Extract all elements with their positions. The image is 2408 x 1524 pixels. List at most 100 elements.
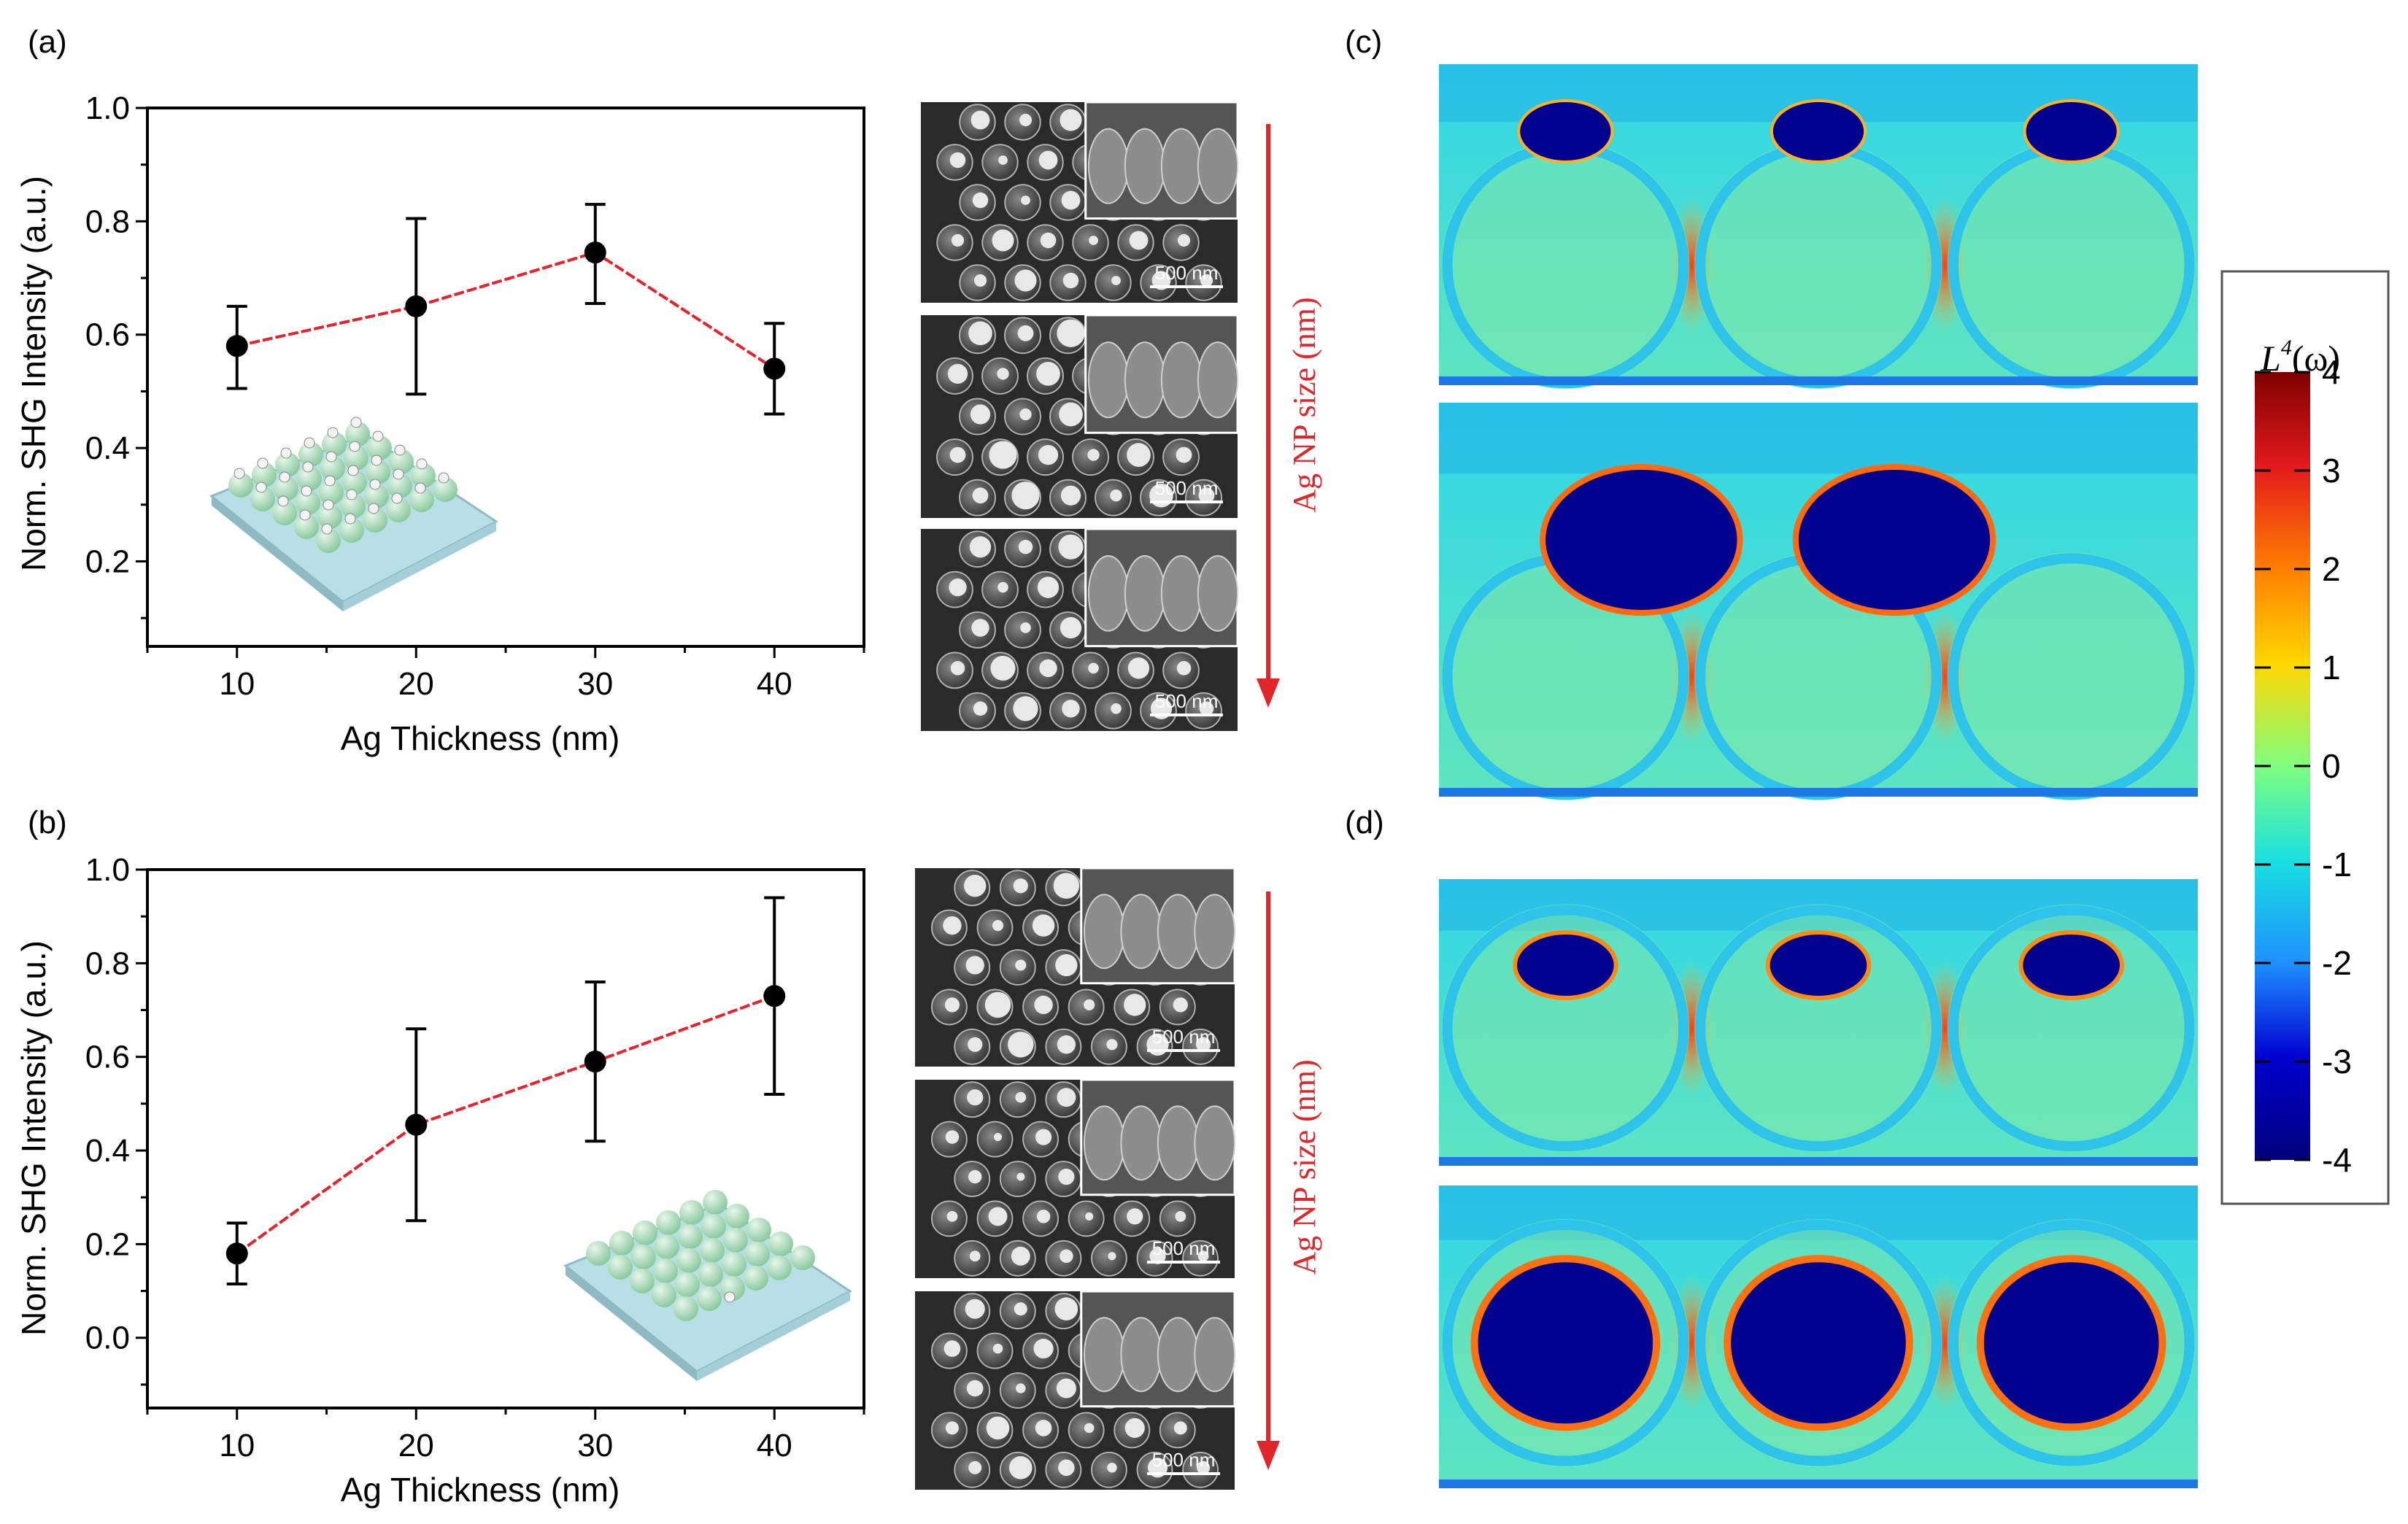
ag-nanoparticle (2018, 930, 2125, 1000)
sphere (275, 452, 300, 477)
sem-ag-cap (1054, 1297, 1078, 1321)
sphere (656, 1210, 681, 1235)
ag-cap (347, 465, 359, 476)
sem-ag-cap (992, 229, 1014, 252)
sem-inset-particle (1087, 554, 1130, 632)
colorbar-tick-label: 3 (2322, 452, 2341, 490)
arrow-label-b: Ag NP size (nm) (1286, 1059, 1322, 1274)
sphere (250, 487, 275, 511)
sem-ag-cap (968, 1169, 982, 1184)
sem-inset-particle (1083, 1105, 1125, 1181)
chart-b-inset-spheres (586, 1190, 815, 1321)
sem-ag-cap (969, 1250, 981, 1262)
ag-cap (369, 479, 381, 490)
sem-ag-cap (1034, 995, 1053, 1015)
ag-cap (724, 1291, 736, 1303)
sphere (674, 1296, 698, 1321)
sphere (386, 498, 411, 522)
colorbar-tick-label: -3 (2322, 1043, 2352, 1080)
sphere-interior (1694, 904, 1942, 1153)
sem-ag-cap (1173, 997, 1188, 1013)
sem-ag-cap (1060, 616, 1082, 639)
sem-ag-cap (947, 363, 968, 384)
ag-cap (438, 472, 449, 484)
sphere (411, 463, 436, 488)
sem-ag-cap (1088, 662, 1099, 674)
colorbar-tick-label: -2 (2322, 944, 2352, 982)
sem-ag-cap (1197, 1461, 1211, 1474)
sem-ag-cap (1021, 196, 1030, 205)
ag-cap (255, 481, 267, 493)
sem-ag-cap (1008, 1455, 1033, 1479)
sem-ag-cap (990, 655, 1016, 681)
sem-inset-particle (1160, 554, 1203, 632)
sphere (746, 1218, 771, 1242)
ag-cap (371, 455, 382, 466)
sphere (586, 1241, 611, 1266)
field-map-c2 (1439, 403, 2198, 801)
sphere (387, 473, 412, 498)
ag-cap (327, 427, 339, 438)
sem-ag-cap (972, 192, 989, 209)
ag-nanoparticle (1765, 930, 1872, 1000)
sem-ag-cap (1008, 1032, 1034, 1058)
chart-a-axes: 10 20 30 40 0.2 0.4 0.6 0.8 1.0 (85, 90, 865, 702)
sem-ag-cap (972, 487, 989, 504)
sphere (409, 487, 434, 512)
scale-bar-label: 500 nm (1152, 1237, 1216, 1259)
data-point (225, 335, 248, 357)
sphere (296, 490, 320, 515)
ag-cap (391, 492, 403, 504)
sem-inset-particle (1160, 128, 1203, 204)
x-tick-label: 40 (757, 666, 792, 702)
sem-ag-cap (1176, 446, 1192, 463)
sem-ag-cap (1177, 233, 1191, 247)
chart-b-ylabel: Norm. SHG Intensity (a.u.) (15, 940, 53, 1336)
sphere (366, 460, 390, 484)
sem-ag-cap (943, 916, 962, 935)
sem-ag-cap (1060, 1249, 1073, 1264)
y-tick-label: 0.6 (85, 317, 130, 353)
sem-ag-cap (965, 956, 984, 975)
sem-ag-cap (1084, 999, 1095, 1010)
sphere (723, 1228, 748, 1253)
sem-inset-particle (1120, 1105, 1162, 1181)
chart-a-frame (146, 107, 865, 648)
series-line (236, 250, 776, 371)
ag-cap (324, 475, 336, 487)
sem-ag-cap (1084, 1423, 1095, 1434)
panel-label-d: (d) (1345, 805, 1384, 840)
sem-ag-cap (997, 368, 1009, 380)
sem-ag-cap (1151, 271, 1171, 290)
sphere (678, 1224, 703, 1249)
sem-ag-cap (1127, 657, 1150, 679)
sphere (341, 494, 366, 519)
sem-inset-particle (1083, 1317, 1125, 1393)
sem-inset-particle (1083, 894, 1125, 970)
sem-ag-cap (1062, 272, 1079, 289)
sphere (317, 504, 342, 529)
sphere (700, 1238, 725, 1263)
size-arrow-b: Ag NP size (nm) (1257, 891, 1322, 1470)
sem-ag-cap (1036, 1210, 1051, 1223)
sphere (363, 508, 387, 533)
chart-a: 10 20 30 40 0.2 0.4 0.6 0.8 1.0 Ag Thickness (nm… (15, 90, 865, 757)
sem-ag-cap (1200, 274, 1213, 287)
sem-ag-cap (1129, 231, 1149, 250)
sem-inset-particle (1124, 128, 1166, 204)
y-tick-label: 1.0 (85, 90, 130, 126)
sphere-interior (1441, 904, 1690, 1153)
sem-ag-cap (1198, 487, 1215, 504)
sem-ag-cap (1057, 1035, 1076, 1054)
substrate (1439, 376, 2198, 385)
sphere (679, 1200, 704, 1225)
sem-ag-cap (986, 1416, 1010, 1440)
ag-cap (234, 468, 245, 479)
sphere (745, 1242, 770, 1266)
sphere (790, 1245, 815, 1270)
sem-ag-cap (945, 1421, 959, 1435)
sem-ag-cap (1127, 1208, 1143, 1225)
ag-nanoparticle (1724, 1255, 1913, 1431)
